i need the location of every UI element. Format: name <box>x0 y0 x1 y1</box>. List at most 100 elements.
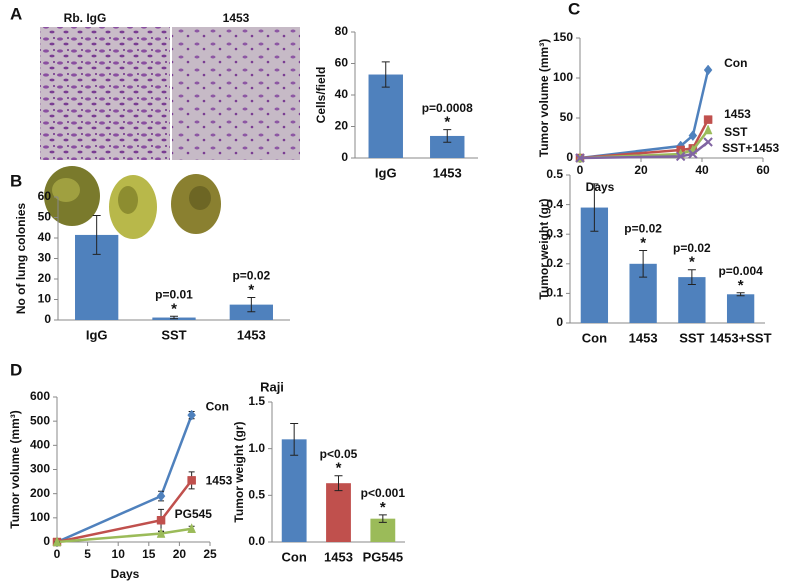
y-tick-label: 1.0 <box>248 441 265 455</box>
error-bar <box>590 183 599 232</box>
x-axis-label: Days <box>111 567 140 581</box>
point <box>703 115 713 124</box>
point <box>187 523 197 533</box>
x-tick-label: 15 <box>142 547 156 561</box>
error-bar <box>378 514 387 523</box>
image-label: 1453 <box>223 11 250 25</box>
x-tick-label: 40 <box>695 163 709 177</box>
point <box>703 124 713 135</box>
error-bar <box>381 61 390 88</box>
p-value: p=0.0008 <box>422 101 473 115</box>
significance-star: * <box>444 114 450 131</box>
bar <box>281 439 307 542</box>
y-tick-label: 100 <box>553 70 573 84</box>
panel-letter: B <box>10 171 22 190</box>
y-axis-label: Tumor weight (gr) <box>537 198 551 299</box>
chart-title: Raji <box>260 379 284 394</box>
panel-letter: D <box>10 360 22 379</box>
y-tick-label: 80 <box>335 24 349 38</box>
point <box>156 527 166 538</box>
y-tick-label: 30 <box>38 251 52 265</box>
point <box>688 149 698 159</box>
point <box>703 137 713 147</box>
panel-letter: C <box>568 0 580 18</box>
error-bar <box>247 296 256 313</box>
y-tick-label: 600 <box>30 389 50 403</box>
y-axis-label: Tumor volume (mm³) <box>537 39 551 157</box>
y-tick-label: 0.5 <box>546 167 563 181</box>
y-tick-label: 200 <box>30 486 50 500</box>
significance-star: * <box>640 234 646 251</box>
x-tick-label: 1453 <box>629 330 658 345</box>
bar <box>326 483 351 542</box>
p-value: p=0.004 <box>718 264 763 278</box>
y-tick-label: 0 <box>566 150 573 164</box>
error-bar <box>736 292 745 297</box>
error-bar <box>639 249 648 278</box>
x-tick-label: 1453 <box>237 327 266 342</box>
series-label: Con <box>724 56 747 70</box>
y-tick-label: 0 <box>43 534 50 548</box>
series-line <box>579 119 710 160</box>
point <box>156 516 166 525</box>
series-line <box>56 527 192 544</box>
y-axis-label: No of lung colonies <box>14 203 28 315</box>
x-tick-label: 20 <box>173 547 187 561</box>
y-axis-label: Tumor weight (gr) <box>232 421 246 522</box>
bar <box>370 518 396 542</box>
x-tick-label: 20 <box>634 163 648 177</box>
series-label: PG545 <box>175 507 213 521</box>
y-tick-label: 40 <box>38 230 52 244</box>
error-bar <box>290 422 299 456</box>
y-tick-label: 0.2 <box>546 256 563 270</box>
significance-star: * <box>380 499 386 516</box>
y-tick-label: 0.1 <box>546 286 563 300</box>
bar <box>368 74 403 158</box>
series-line <box>579 141 709 160</box>
y-tick-label: 0.3 <box>546 226 563 240</box>
micrograph <box>40 27 170 160</box>
significance-star: * <box>689 254 695 271</box>
micrograph <box>172 27 300 160</box>
series-label: SST <box>724 125 748 139</box>
x-tick-label: 10 <box>112 547 126 561</box>
series-label: SST+1453 <box>722 141 779 155</box>
x-tick-label: Con <box>582 330 607 345</box>
y-axis-label: Tumor volume (mm³) <box>8 410 22 528</box>
y-tick-label: 60 <box>335 56 349 70</box>
point <box>187 409 196 421</box>
y-tick-label: 300 <box>30 462 50 476</box>
series-label: 1453 <box>724 107 751 121</box>
x-tick-label: 5 <box>84 547 91 561</box>
x-axis-label: Days <box>586 180 615 194</box>
y-tick-label: 0.5 <box>248 488 265 502</box>
x-tick-label: SST <box>161 327 186 342</box>
liver-photos <box>44 166 221 239</box>
y-tick-label: 400 <box>30 438 50 452</box>
x-tick-label: 0 <box>577 163 584 177</box>
point <box>675 151 686 162</box>
x-tick-label: 25 <box>203 547 217 561</box>
x-tick-label: 1453 <box>324 549 353 564</box>
y-tick-label: 0.4 <box>546 197 563 211</box>
error-bar <box>443 129 452 143</box>
x-tick-label: SST <box>679 330 704 345</box>
p-value: p=0.02 <box>673 241 711 255</box>
error-bar <box>170 315 178 320</box>
x-tick-label: IgG <box>86 327 108 342</box>
error-bar <box>92 214 101 255</box>
y-tick-label: 100 <box>30 510 50 524</box>
bar <box>430 135 465 158</box>
series-label: 1453 <box>206 474 233 488</box>
p-value: p<0.05 <box>320 447 358 461</box>
panel-letter: A <box>10 4 22 23</box>
point <box>688 130 698 142</box>
x-tick-label: 60 <box>756 163 770 177</box>
bar <box>726 294 755 323</box>
point <box>187 476 196 485</box>
x-tick-label: PG545 <box>363 549 403 564</box>
y-tick-label: 20 <box>335 119 349 133</box>
p-value: p=0.02 <box>232 269 270 283</box>
point <box>52 536 62 547</box>
